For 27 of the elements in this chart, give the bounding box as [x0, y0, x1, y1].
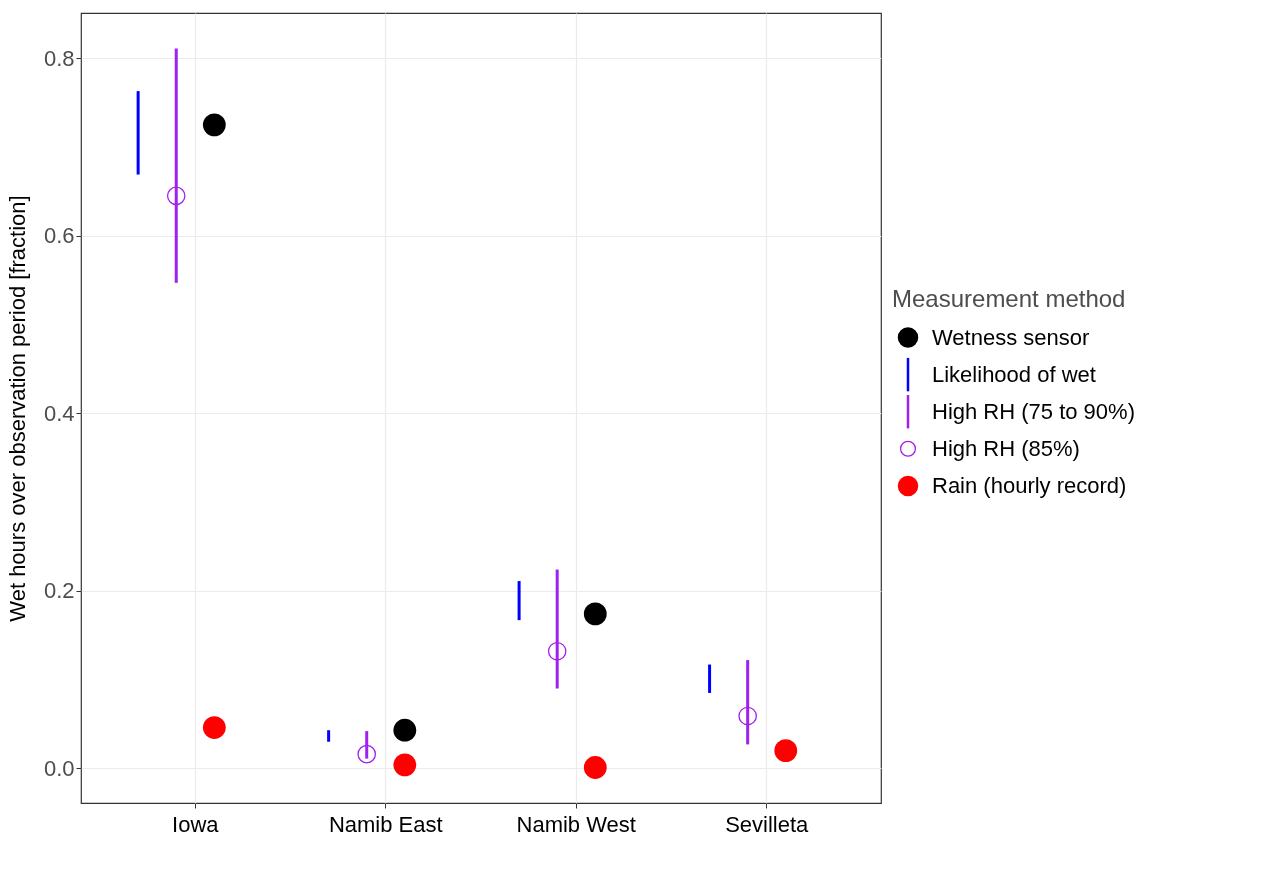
bar — [517, 581, 521, 621]
x-tick-label: Sevilleta — [725, 811, 810, 837]
point — [202, 716, 226, 739]
bar — [327, 730, 331, 742]
point — [774, 739, 798, 763]
legend-label: Rain (hourly record) — [932, 472, 1127, 498]
y-tick-label: 0.2 — [43, 578, 75, 604]
legend-label: Likelihood of wet — [932, 361, 1096, 387]
y-tick-label: 0.6 — [43, 223, 75, 249]
legend-label: High RH (85%) — [932, 435, 1080, 461]
legend-title: Measurement method — [892, 285, 1126, 313]
y-axis-title: Wet hours over observation period [fraction] — [4, 195, 30, 622]
bar — [708, 664, 712, 693]
x-tick-label: Iowa — [172, 811, 220, 837]
x-tick-label: Namib East — [328, 811, 443, 837]
point — [583, 756, 607, 779]
point — [393, 753, 417, 777]
y-tick-label: 0.4 — [43, 400, 75, 426]
x-tick-label: Namib West — [516, 811, 636, 837]
y-tick-label: 0.8 — [43, 45, 75, 71]
legend-label: High RH (75 to 90%) — [932, 398, 1135, 424]
bar — [136, 91, 140, 175]
point — [393, 718, 417, 742]
y-tick-label: 0.0 — [43, 755, 75, 781]
legend-label: Wetness sensor — [932, 324, 1090, 350]
point — [583, 602, 607, 626]
point — [202, 113, 226, 137]
